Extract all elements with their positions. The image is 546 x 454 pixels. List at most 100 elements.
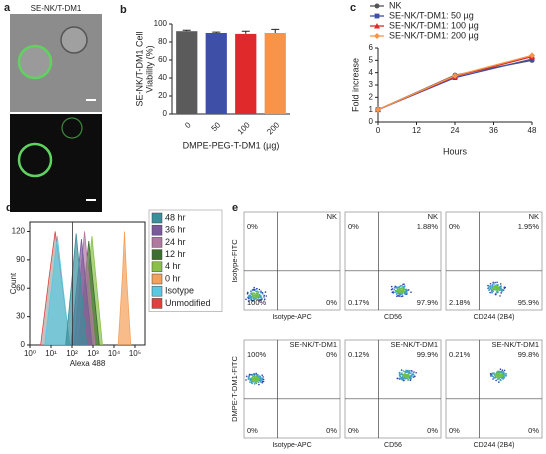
legend-label: 36 hr	[165, 225, 186, 235]
event-dot	[404, 285, 406, 288]
event-dot	[250, 377, 252, 380]
x-tick-label: 10¹	[45, 349, 57, 358]
legend-label: SE-NK/T-DM1: 200 µg	[389, 30, 479, 40]
quadrant-percent: 100%	[247, 298, 267, 307]
event-dot	[401, 295, 404, 297]
event-dot	[489, 287, 492, 290]
quadrant-percent: 95.9%	[518, 298, 540, 307]
event-dot	[501, 288, 504, 291]
event-dot	[262, 376, 264, 378]
quadrant-percent: 0%	[427, 426, 438, 435]
event-dot	[500, 376, 503, 379]
event-dot	[499, 373, 501, 376]
bar	[205, 33, 227, 114]
y-axis-label: SE-NK/T-DM1 Cell	[134, 31, 144, 106]
event-dot	[252, 292, 255, 294]
error-bar	[182, 29, 191, 32]
y-axis-label: Fold increase	[350, 58, 360, 112]
legend-marker	[374, 23, 380, 29]
event-dot	[258, 300, 260, 302]
event-dot	[401, 290, 404, 292]
legend-frame	[148, 209, 223, 312]
event-dot	[494, 286, 497, 289]
event-dot	[253, 378, 256, 381]
event-dot	[494, 281, 497, 284]
event-dot	[396, 295, 398, 298]
quadrant-percent: 0%	[247, 426, 258, 435]
event-dot	[493, 376, 496, 379]
event-dot	[247, 378, 250, 380]
event-dot	[406, 289, 408, 291]
panel-letter: e	[232, 202, 238, 214]
event-dot	[400, 295, 403, 298]
plot-x-label: Isotype-APC	[272, 314, 311, 321]
event-dot	[258, 288, 261, 291]
panel-letter: d	[6, 202, 13, 214]
event-dot	[252, 298, 255, 300]
quadrant-percent: 0%	[348, 426, 359, 435]
event-dot	[404, 377, 407, 380]
x-axis-label: Hours	[443, 146, 468, 156]
y-axis-label: Viability (%)	[144, 45, 154, 92]
x-tick-label: 100	[236, 120, 252, 136]
y-tick-label: 60	[16, 283, 25, 292]
quadrant-percent: 0.12%	[348, 350, 370, 359]
event-dot	[401, 372, 403, 374]
plot-title: NK	[428, 212, 438, 221]
event-dot	[394, 285, 397, 288]
event-dot	[248, 373, 251, 376]
legend-marker	[374, 13, 380, 19]
event-dot	[499, 378, 502, 381]
x-tick-label: 10⁵	[129, 349, 141, 358]
event-dot	[250, 293, 252, 295]
event-dot	[489, 283, 492, 285]
x-tick-label: 200	[265, 120, 281, 136]
event-dot	[253, 286, 255, 289]
error-bar	[212, 31, 221, 33]
event-dot	[399, 373, 402, 376]
event-dot	[487, 284, 489, 287]
x-tick-label: 24	[451, 126, 460, 135]
event-dot	[497, 374, 500, 376]
event-dot	[390, 285, 393, 288]
error-bar	[271, 28, 280, 33]
y-tick-label: 5	[369, 55, 374, 64]
histogram-curve	[44, 236, 71, 346]
event-dot	[258, 375, 261, 377]
bar	[235, 33, 257, 114]
event-dot	[498, 288, 501, 291]
plot-x-label: Isotype-APC	[272, 442, 311, 449]
quadrant-percent: 100%	[247, 350, 267, 359]
cell	[60, 26, 88, 54]
y-tick-label: 2	[369, 92, 374, 101]
panel-letter: b	[120, 4, 127, 16]
quadrant-percent: 0%	[449, 426, 460, 435]
event-dot	[491, 286, 493, 288]
event-dot	[401, 376, 404, 378]
event-dot	[402, 288, 405, 291]
bar	[176, 31, 198, 115]
event-dot	[249, 297, 251, 300]
y-tick-label: 80	[158, 37, 167, 46]
event-dot	[491, 375, 494, 378]
x-tick-label: 12	[412, 126, 421, 135]
marker	[452, 72, 458, 79]
event-dot	[250, 296, 252, 299]
event-dot	[411, 370, 413, 372]
event-dot	[254, 288, 256, 291]
event-dot	[401, 285, 403, 287]
legend-label: NK	[389, 0, 402, 10]
x-tick-label: 10²	[66, 349, 78, 358]
event-dot	[247, 291, 249, 294]
event-dot	[415, 372, 417, 374]
x-tick-label: 10⁰	[24, 349, 36, 358]
event-dot	[256, 376, 258, 379]
event-dot	[407, 373, 410, 375]
event-dot	[263, 298, 266, 301]
event-dot	[251, 379, 253, 382]
event-dot	[252, 289, 255, 291]
event-dot	[498, 371, 500, 374]
event-dot	[491, 288, 494, 291]
event-dot	[500, 288, 502, 290]
